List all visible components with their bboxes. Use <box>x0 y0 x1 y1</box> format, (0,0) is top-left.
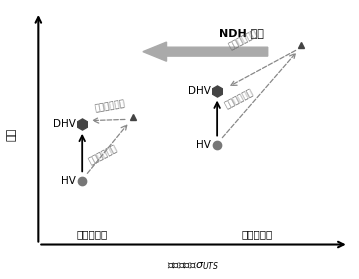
Text: 屈服强度提高: 屈服强度提高 <box>87 144 118 167</box>
Text: NDH 下降: NDH 下降 <box>219 28 264 38</box>
FancyArrow shape <box>143 42 268 61</box>
Text: DHV: DHV <box>187 86 210 96</box>
Text: 硬度: 硬度 <box>6 128 17 141</box>
Text: 硬化能力降低: 硬化能力降低 <box>94 99 126 113</box>
Text: 屈服强度提高: 屈服强度提高 <box>224 88 255 110</box>
Text: 低强度材料: 低强度材料 <box>77 229 108 239</box>
Text: 硬化能力降低: 硬化能力降低 <box>227 29 258 52</box>
Text: HV: HV <box>196 140 210 150</box>
Text: DHV: DHV <box>52 119 75 129</box>
Text: HV: HV <box>61 176 75 186</box>
Text: 高强度材料: 高强度材料 <box>242 229 273 239</box>
Text: 抗拉强度，$\sigma_{UTS}$: 抗拉强度，$\sigma_{UTS}$ <box>167 260 220 272</box>
